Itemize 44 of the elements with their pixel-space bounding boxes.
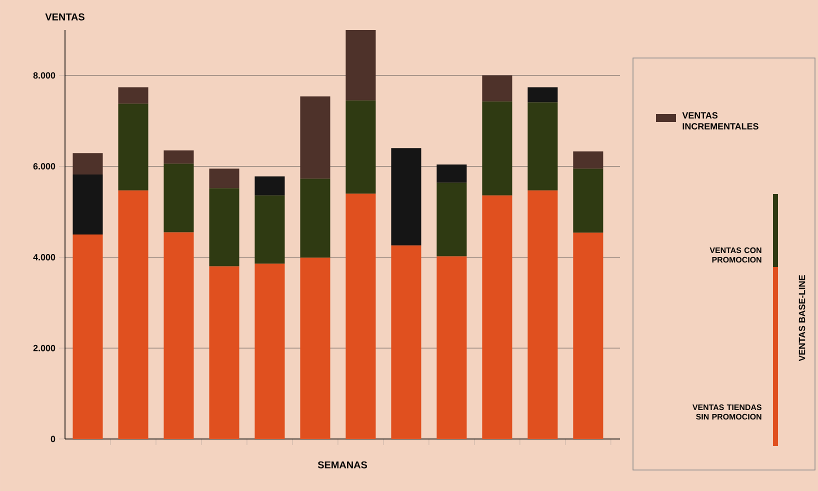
bar (482, 75, 512, 102)
bar (118, 104, 148, 190)
bar (482, 101, 512, 196)
bar (573, 151, 604, 169)
bar (436, 256, 467, 439)
bar (300, 258, 330, 439)
bar (254, 195, 285, 264)
bar (391, 245, 422, 439)
bar (573, 232, 604, 439)
x-axis-title: SEMANAS (318, 461, 368, 468)
bar (528, 102, 558, 190)
y-tick-label: 4.000 (33, 254, 56, 260)
bar (164, 232, 194, 439)
bar (436, 164, 467, 183)
y-tick-label: 0 (50, 436, 56, 442)
bar (209, 168, 240, 188)
bar (436, 182, 467, 256)
bar (300, 96, 330, 179)
bar (164, 164, 194, 232)
bar (164, 150, 194, 164)
y-axis-title: VENTAS (45, 13, 84, 20)
bar (391, 148, 422, 246)
y-tick-label: 2.000 (33, 344, 56, 352)
y-tick-label: 8.000 (33, 72, 56, 79)
bar (72, 174, 103, 234)
bar (528, 87, 558, 102)
bar (346, 30, 376, 100)
bar (209, 266, 240, 439)
bar (482, 195, 512, 439)
bar (118, 190, 148, 439)
y-tick-label: 6.000 (33, 163, 56, 170)
text: VENTAS BASE-LINE (798, 275, 806, 362)
bar (300, 178, 330, 258)
bar (254, 176, 285, 196)
legend-label: VENTAS INCREMENTALES (682, 112, 758, 130)
bar (209, 188, 240, 266)
bar (72, 234, 103, 439)
bar (346, 100, 376, 194)
bar (528, 190, 558, 439)
bar (72, 153, 103, 174)
bar (346, 194, 376, 439)
bar (118, 87, 148, 104)
bar (254, 264, 285, 439)
bar (573, 168, 604, 233)
